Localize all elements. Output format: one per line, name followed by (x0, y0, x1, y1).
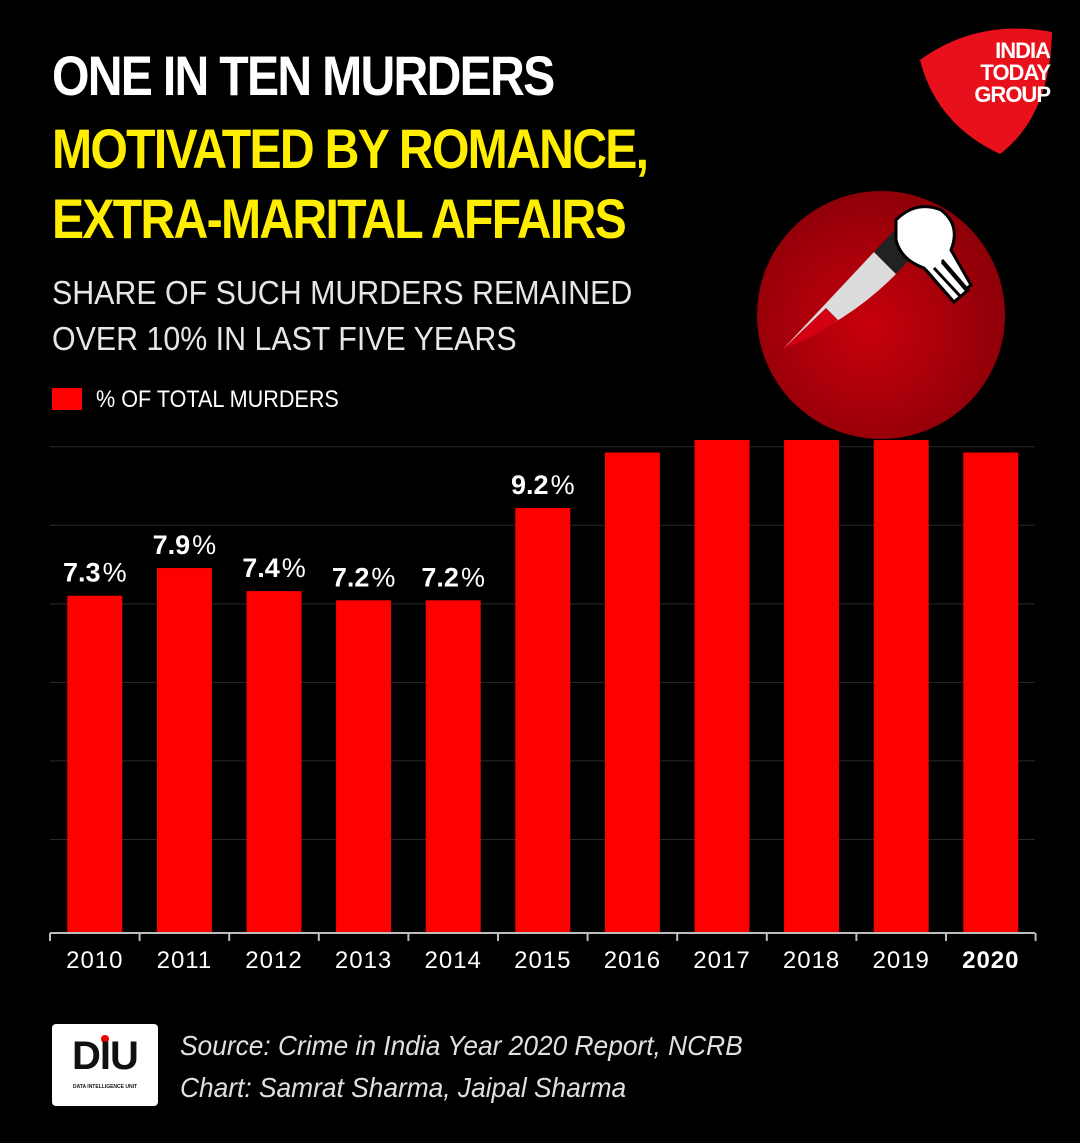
x-tick-label-2018: 2018 (783, 947, 840, 974)
logo-word-3: GROUP (974, 82, 1051, 107)
logo-word-1: INDIA (995, 38, 1051, 63)
x-tick-label-2017: 2017 (693, 947, 750, 974)
bar-chart: 7.3%7.9%7.4%7.2%7.2%9.2%10.4%10.9%11.2%1… (49, 440, 1040, 974)
x-tick-label-2010: 2010 (66, 947, 123, 974)
bar-2014 (425, 600, 481, 933)
bar-2019 (873, 440, 929, 933)
value-labels: 7.3%7.9%7.4%7.2%7.2%9.2%10.4%10.9%11.2%1… (63, 440, 1040, 592)
value-label-2014: 7.2% (421, 562, 485, 592)
diu-logo: DIU DATA INTELLIGENCE UNIT (52, 1024, 158, 1106)
x-tick-label-2012: 2012 (245, 947, 302, 974)
chart-credit: Chart: Samrat Sharma, Jaipal Sharma (180, 1072, 627, 1103)
bar-2011 (156, 568, 212, 933)
value-label-2010: 7.3% (63, 558, 127, 588)
x-tick-label-2011: 2011 (157, 947, 213, 974)
bar-2015 (515, 507, 571, 933)
chart-subtitle-line-1: SHARE OF SUCH MURDERS REMAINED (52, 274, 633, 311)
value-label-2016: 10.4% (593, 440, 672, 445)
x-tick-label-2015: 2015 (514, 947, 571, 974)
bar-2012 (246, 591, 302, 933)
value-label-2012: 7.4% (242, 553, 306, 583)
chart-subtitle-line-2: OVER 10% IN LAST FIVE YEARS (52, 320, 517, 357)
value-label-2020: 10.4% (942, 440, 1040, 447)
bar-2020 (963, 452, 1019, 933)
x-tick-label-2019: 2019 (873, 947, 930, 974)
x-tick-label-2016: 2016 (604, 947, 661, 974)
bar-2013 (336, 600, 392, 933)
bar-2017 (694, 440, 750, 933)
chart-title-line-1: ONE IN TEN MURDERS (52, 44, 555, 107)
bar-2016 (604, 452, 660, 933)
diu-logo-text: DIU (72, 1034, 139, 1078)
x-axis: 2010 2011 2012 2013 2014 2015 2016 2017 2018 2019… (49, 932, 1037, 974)
value-label-2015: 9.2% (511, 470, 575, 500)
diu-logo-dot (101, 1035, 109, 1043)
india-today-logo-text: INDIA TODAY GROUP (946, 38, 1051, 107)
bars (67, 440, 1019, 933)
logo-word-2: TODAY (980, 60, 1051, 85)
legend-swatch (52, 388, 82, 410)
diu-logo-tagline: DATA INTELLIGENCE UNIT (72, 1084, 138, 1090)
value-label-2011: 7.9% (153, 530, 217, 560)
india-today-logo (920, 28, 1052, 154)
legend-label: % OF TOTAL MURDERS (96, 386, 339, 413)
source-note: Source: Crime in India Year 2020 Report,… (180, 1030, 743, 1061)
x-tick-label-2020: 2020 (962, 947, 1019, 974)
bar-2018 (784, 440, 840, 933)
chart-title-line-2: MOTIVATED BY ROMANCE, (52, 117, 649, 180)
x-tick-label-2013: 2013 (335, 947, 392, 974)
chart-title-line-3: EXTRA-MARITAL AFFAIRS (52, 187, 627, 250)
knife-hand-icon (757, 191, 1005, 439)
bar-2010 (67, 595, 123, 933)
value-label-2013: 7.2% (332, 562, 396, 592)
x-tick-label-2014: 2014 (425, 947, 482, 974)
